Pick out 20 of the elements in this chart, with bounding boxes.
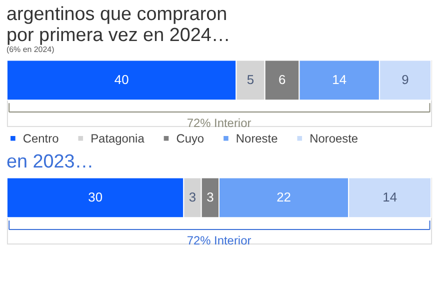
text: 72% Interior	[186, 116, 252, 130]
legend-label: Centro	[22, 131, 60, 146]
legend-label: Patagonia	[90, 131, 145, 146]
chart-subtitle: (6% en 2024)	[6, 44, 55, 54]
chart-title: argentinos que compraron por primera vez en 2024…	[6, 4, 230, 46]
chart-title: en 2023…	[6, 151, 94, 172]
data-label: 14	[382, 190, 398, 205]
data-label: 5	[246, 72, 254, 88]
legend-label: Cuyo	[176, 131, 204, 146]
data-label: 9	[402, 72, 409, 88]
legend-label: Noreste	[236, 131, 278, 146]
text: 72% Interior	[186, 233, 252, 248]
data-label: 3	[188, 190, 196, 205]
data-label: 22	[276, 190, 291, 205]
data-label: 40	[114, 72, 129, 88]
data-label: 6	[278, 72, 286, 88]
data-label: 3	[206, 190, 214, 205]
data-label: 14	[332, 72, 347, 88]
legend-label: Noroeste	[310, 131, 358, 146]
data-label: 30	[88, 190, 103, 205]
